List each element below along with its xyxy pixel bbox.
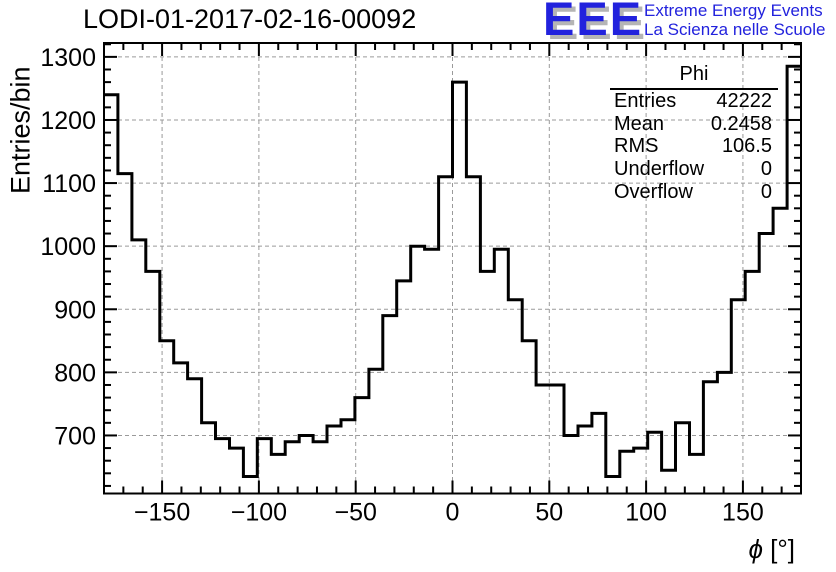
stats-value-entries: 42222 — [716, 90, 772, 112]
x-axis-title-phi: ϕ — [748, 534, 763, 564]
stats-label-underflow: Underflow — [614, 158, 705, 181]
stats-value-rms: 106.5 — [721, 135, 772, 158]
stats-row-underflow: Underflow 0 — [610, 158, 778, 181]
svg-text:900: 900 — [54, 296, 96, 324]
svg-text:700: 700 — [54, 422, 96, 450]
eee-logo-line2: La Scienza nelle Scuole — [644, 20, 826, 39]
svg-text:−100: −100 — [231, 499, 287, 527]
stats-value-underflow: 0 — [760, 158, 772, 181]
svg-text:1300: 1300 — [40, 44, 96, 72]
stats-row-entries: Entries 42222 — [610, 90, 778, 113]
stats-label-mean: Mean — [614, 112, 665, 135]
stats-value-overflow: 0 — [760, 180, 772, 203]
svg-text:1000: 1000 — [40, 233, 96, 261]
stats-label-overflow: Overflow — [614, 180, 693, 203]
eee-logo: EEE — [543, 0, 644, 45]
stats-label-entries: Entries — [614, 90, 677, 112]
stats-title: Phi — [679, 63, 709, 85]
svg-text:−150: −150 — [134, 499, 190, 527]
x-axis-title-unit: [°] — [762, 534, 795, 564]
svg-text:1200: 1200 — [40, 107, 96, 135]
x-axis-title: ϕ [°] — [700, 534, 795, 565]
y-axis-title: Entries/bin — [5, 66, 36, 194]
svg-text:50: 50 — [535, 499, 563, 527]
svg-text:800: 800 — [54, 359, 96, 387]
svg-text:−50: −50 — [334, 499, 376, 527]
stats-row-mean: Mean 0.2458 — [610, 113, 778, 136]
svg-text:150: 150 — [722, 499, 764, 527]
eee-logo-line1: Extreme Energy Events — [644, 1, 823, 20]
svg-text:100: 100 — [625, 499, 667, 527]
svg-text:0: 0 — [446, 499, 460, 527]
stats-row-rms: RMS 106.5 — [610, 135, 778, 158]
svg-text:1100: 1100 — [42, 170, 96, 198]
stats-row-overflow: Overflow 0 — [610, 181, 778, 204]
stats-label-rms: RMS — [614, 135, 659, 158]
stats-box: Phi Entries 42222 Mean 0.2458 RMS 106.5 … — [610, 60, 778, 204]
eee-logo-text: Extreme Energy Events La Scienza nelle S… — [644, 1, 825, 39]
stats-value-mean: 0.2458 — [710, 112, 772, 135]
stats-separator — [610, 88, 778, 90]
page-title: LODI-01-2017-02-16-00092 — [83, 4, 417, 34]
